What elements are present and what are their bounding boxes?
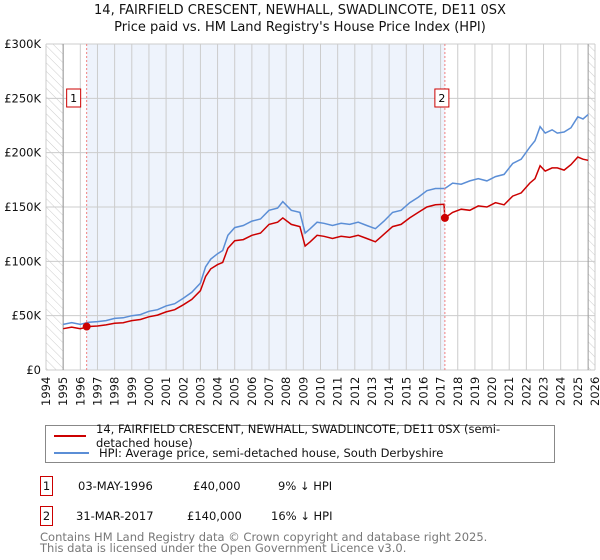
legend-item-property: 14, FAIRFIELD CRESCENT, NEWHALL, SWADLIN… (54, 422, 554, 450)
x-tick-label: 2008 (279, 377, 293, 406)
footer-copyright: Contains HM Land Registry data © Crown c… (40, 530, 488, 544)
y-tick-label: £150K (4, 200, 41, 214)
x-tick-label: 2009 (296, 377, 310, 406)
x-tick-label: 2012 (348, 377, 362, 406)
transaction-hpi-diff: 16% ↓ HPI (271, 509, 333, 523)
x-tick-label: 2001 (159, 377, 173, 406)
x-tick-label: 2021 (502, 377, 516, 406)
x-tick-label: 2022 (519, 377, 533, 406)
x-tick-label: 2005 (228, 377, 242, 406)
footer-licence: This data is licensed under the Open Gov… (40, 541, 407, 555)
y-tick-label: £100K (4, 254, 41, 268)
x-tick-label: 1997 (90, 377, 104, 406)
chart-title: 14, FAIRFIELD CRESCENT, NEWHALL, SWADLIN… (94, 3, 506, 18)
x-tick-label: 1995 (56, 377, 70, 406)
y-tick-label: £250K (4, 91, 41, 105)
sale-marker-badge (66, 88, 82, 108)
sale-point (82, 322, 91, 331)
transaction-hpi-diff: 9% ↓ HPI (278, 479, 333, 493)
marker-badge: 2 (40, 506, 53, 526)
y-tick-label: £200K (4, 146, 41, 160)
x-tick-label: 2011 (331, 377, 345, 406)
transaction-price: £140,000 (187, 509, 242, 523)
x-tick-label: 2006 (245, 377, 259, 406)
x-tick-label: 2013 (365, 377, 379, 406)
x-tick-label: 2002 (176, 377, 190, 406)
x-tick-label: 2000 (142, 377, 156, 406)
legend-item-hpi: HPI: Average price, semi-detached house,… (54, 445, 443, 461)
x-tick-label: 2018 (451, 377, 465, 406)
chart-legend: 14, FAIRFIELD CRESCENT, NEWHALL, SWADLIN… (45, 422, 555, 463)
x-tick-label: 2014 (382, 377, 396, 406)
x-tick-label: 2019 (468, 377, 482, 406)
property-price-line (63, 156, 589, 330)
transaction-date: 31-MAR-2017 (76, 509, 154, 523)
legend-label: 14, FAIRFIELD CRESCENT, NEWHALL, SWADLIN… (96, 422, 501, 450)
y-tick-label: £0 (26, 363, 41, 377)
sale-point (440, 213, 449, 222)
legend-swatch-blue (54, 452, 89, 454)
sale-marker-label: 2 (438, 92, 445, 105)
x-tick-label: 2003 (193, 377, 207, 406)
x-tick-label: 1994 (39, 377, 53, 406)
x-tick-label: 2023 (537, 377, 551, 406)
x-tick-label: 1996 (73, 377, 87, 406)
sale-marker-label: 1 (70, 92, 77, 105)
x-tick-label: 2020 (485, 377, 499, 406)
x-tick-label: 2026 (588, 377, 600, 406)
x-tick-label: 2024 (554, 377, 568, 406)
x-tick-label: 2007 (262, 377, 276, 406)
x-tick-label: 2017 (434, 377, 448, 406)
x-tick-label: 2004 (211, 377, 225, 406)
x-tick-label: 1999 (125, 377, 139, 406)
x-tick-label: 2016 (416, 377, 430, 406)
marker-badge: 1 (40, 476, 53, 496)
legend-label: HPI: Average price, semi-detached house,… (99, 446, 444, 460)
y-tick-label: £300K (4, 37, 41, 51)
x-tick-label: 2010 (314, 377, 328, 406)
y-tick-label: £50K (12, 309, 42, 323)
x-tick-label: 1998 (108, 377, 122, 406)
chart-subtitle: Price paid vs. HM Land Registry's House … (114, 20, 486, 35)
legend-swatch-red (54, 435, 86, 437)
hpi-line (63, 114, 589, 326)
x-tick-label: 2025 (571, 377, 585, 406)
transaction-date: 03-MAY-1996 (78, 479, 153, 493)
x-tick-label: 2015 (399, 377, 413, 406)
transaction-price: £40,000 (193, 479, 241, 493)
sale-marker-badge (434, 88, 450, 108)
